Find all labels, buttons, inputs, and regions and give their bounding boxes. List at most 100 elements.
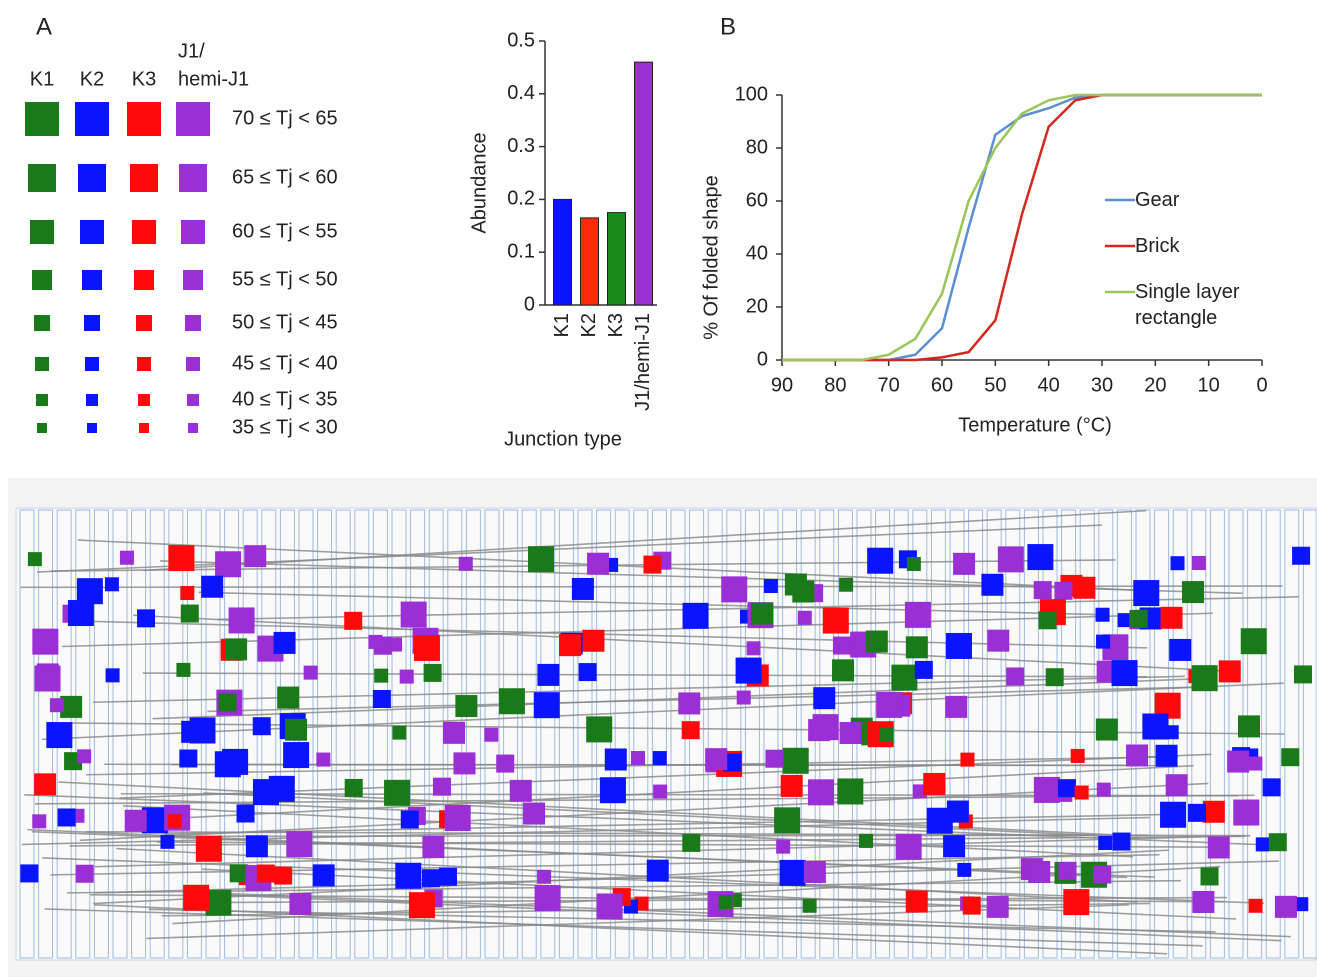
legend-column-label: K1 [30, 68, 54, 90]
junction-square [137, 609, 156, 628]
legend-column-label: K2 [80, 68, 104, 90]
x-tick-label: 0 [1256, 374, 1267, 396]
legend-swatch [34, 315, 50, 331]
junction-square [1248, 898, 1263, 913]
strand-line [94, 903, 1168, 955]
junction-square [105, 668, 120, 683]
helix-column [465, 509, 481, 959]
junction-square [582, 629, 605, 652]
legend-swatch [30, 220, 54, 244]
junction-square [395, 862, 422, 889]
helix-column [1005, 509, 1021, 959]
junction-square [1160, 801, 1187, 828]
helix-column [744, 509, 760, 959]
junction-square [1095, 718, 1118, 741]
junction-square [682, 602, 709, 629]
junction-square [832, 636, 851, 655]
junction-square [1170, 556, 1185, 571]
junction-square [399, 669, 414, 684]
helix-column [335, 509, 351, 959]
junction-square [1063, 889, 1090, 916]
junction-square [1202, 800, 1225, 823]
legend-swatch [134, 270, 154, 290]
junction-square [183, 884, 210, 911]
junction-square [218, 693, 237, 712]
junction-square [1160, 606, 1183, 629]
junction-square [571, 577, 594, 600]
y-axis-label: % Of folded shape [700, 175, 722, 340]
junction-square [1129, 609, 1148, 628]
x-tick-label: K2 [578, 313, 600, 337]
junction-square [813, 687, 836, 710]
junction-square [797, 610, 812, 625]
junction-square [646, 859, 669, 882]
junction-square [905, 636, 928, 659]
junction-square [1057, 779, 1076, 798]
junction-square [46, 722, 73, 749]
junction-square [60, 695, 83, 718]
junction-square [914, 660, 933, 679]
junction-square [906, 556, 921, 571]
junction-square [484, 727, 499, 742]
junction-square [839, 722, 862, 745]
junction-square [75, 864, 94, 883]
junction-square [283, 742, 310, 769]
x-tick-label: K1 [551, 313, 573, 337]
junction-square [1255, 837, 1270, 852]
y-tick-label: 0.1 [507, 240, 535, 262]
junction-square [160, 834, 175, 849]
junction-square [946, 800, 969, 823]
junction-square [721, 576, 748, 603]
legend-swatch [136, 315, 152, 331]
junction-square [528, 546, 555, 573]
legend-label: Gear [1135, 189, 1180, 211]
junction-square [1207, 836, 1230, 859]
helix-column [503, 509, 519, 959]
legend-swatch [127, 102, 161, 136]
junction-square [1165, 774, 1188, 797]
x-tick-label: 50 [984, 374, 1006, 396]
junction-square [252, 717, 271, 736]
helix-column [558, 509, 574, 959]
legend-swatch [28, 164, 56, 192]
junction-square [865, 630, 888, 653]
junction-square [400, 810, 419, 829]
junction-square [180, 585, 195, 600]
junction-square [423, 663, 442, 682]
junction-square [705, 748, 728, 771]
junction-square [1070, 748, 1085, 763]
legend-row-label: 40 ≤ Tj < 35 [232, 388, 338, 410]
legend-swatch [82, 270, 102, 290]
x-tick-label: 10 [1198, 374, 1220, 396]
junction-square [1033, 776, 1060, 803]
helix-column [912, 509, 928, 959]
junction-square [876, 691, 903, 718]
x-tick-label: 90 [771, 374, 793, 396]
junction-square [1045, 668, 1064, 687]
junction-square [962, 896, 981, 915]
junction-square [723, 753, 742, 772]
junction-square [808, 779, 835, 806]
junction-square [509, 779, 532, 802]
junction-square [774, 807, 801, 834]
junction-square [957, 862, 972, 877]
bar [553, 198, 572, 306]
legend-row-label: 60 ≤ Tj < 55 [232, 220, 338, 242]
junction-square [388, 637, 403, 652]
junction-square [1098, 836, 1113, 851]
junction-square [384, 779, 411, 806]
junction-square [534, 885, 561, 912]
junction-square [1006, 667, 1025, 686]
junction-square [400, 601, 427, 628]
junction-square [76, 578, 103, 605]
x-tick-label: 20 [1144, 374, 1166, 396]
junction-square [1096, 634, 1111, 649]
bar [607, 212, 626, 306]
junction-square [458, 556, 473, 571]
legend-swatch [132, 220, 156, 244]
legend-swatch [188, 423, 198, 433]
junction-square [652, 751, 667, 766]
legend-swatch [139, 423, 149, 433]
legend-label: Brick [1135, 235, 1180, 257]
